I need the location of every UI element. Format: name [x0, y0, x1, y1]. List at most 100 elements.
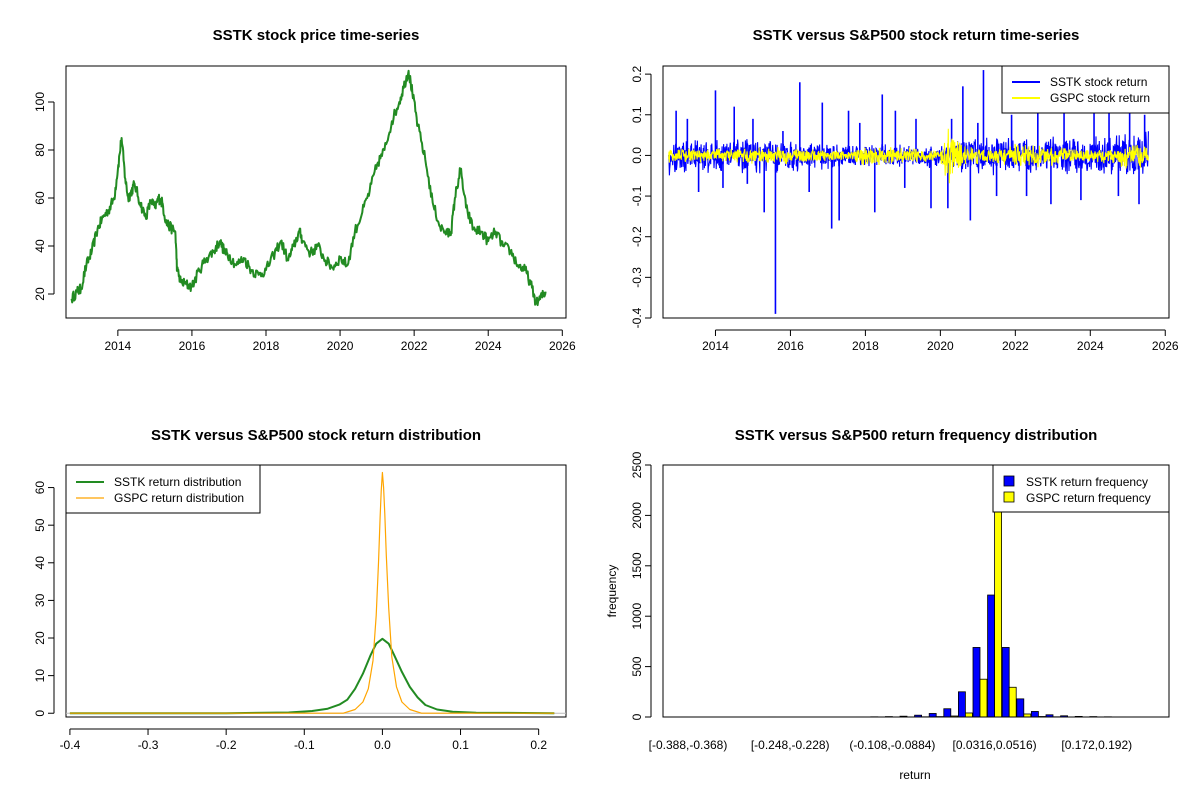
sstk-frequency-bar: [958, 691, 966, 717]
density-x-tick-label: 0.0: [374, 738, 391, 752]
sstk-density-line: [69, 637, 555, 715]
price-y-tick-label: 80: [33, 143, 47, 157]
return-timeseries-lines: [668, 70, 1149, 314]
density-y-tick-label: 50: [33, 518, 47, 532]
returns-y-tick-label: 0.2: [630, 65, 644, 82]
return-timeseries-chart: SSTK versus S&P500 stock return time-ser…: [630, 27, 1179, 353]
return-density-lines: [66, 471, 566, 715]
return-histogram-legend: SSTK return frequency GSPC return freque…: [992, 464, 1170, 513]
return-histogram-chart: SSTK versus S&P500 return frequency dist…: [605, 427, 1170, 782]
histogram-y-tick-label: 1000: [630, 603, 644, 630]
gspc-return-line: [668, 128, 1149, 184]
sstk-frequency-bar: [987, 594, 995, 717]
return-timeseries-axes: 2014 2016 2018 2020 2022 2024 2026 0.2 0.1 0.0 -0.…: [630, 65, 1179, 353]
sstk-frequency-bar: [1001, 647, 1010, 717]
gspc-frequency-bar: [950, 715, 959, 717]
price-chart-title: SSTK stock price time-series: [213, 27, 420, 44]
return-timeseries-plot-box: [662, 65, 1170, 319]
density-y-tick-label: 10: [33, 669, 47, 683]
legend-swatch-gspc-frequency: [1003, 491, 1015, 503]
histogram-x-tick-label: [0.0316,0.0516): [953, 738, 1037, 752]
histogram-y-tick-label: 2500: [630, 451, 644, 478]
density-x-tick-label: -0.2: [216, 738, 237, 752]
gspc-frequency-bar: [979, 678, 988, 717]
gspc-frequency-bar: [1023, 713, 1032, 717]
returns-x-tick-label: 2024: [1077, 339, 1104, 353]
legend-label-gspc-density: GSPC return distribution: [114, 491, 244, 505]
density-x-tick-label: -0.3: [138, 738, 159, 752]
price-chart-plot-box: [65, 65, 567, 319]
legend-label-sstk-return: SSTK stock return: [1050, 75, 1147, 89]
price-x-tick-label: 2024: [475, 339, 502, 353]
price-chart-lines: [70, 69, 547, 307]
histogram-y-tick-label: 1500: [630, 552, 644, 579]
sstk-frequency-bar: [914, 714, 922, 717]
density-y-tick-label: 0: [33, 710, 47, 717]
gspc-frequency-bar: [1008, 686, 1017, 717]
histogram-x-tick-label: [-0.388,-0.368): [649, 738, 728, 752]
density-y-tick-label: 30: [33, 593, 47, 607]
returns-x-tick-label: 2016: [777, 339, 804, 353]
return-histogram-axes: 0 500 1000 1500 2000 2500 [-0.388,-0.368) [-0.2…: [630, 451, 1132, 752]
returns-x-tick-label: 2018: [852, 339, 879, 353]
returns-y-tick-label: -0.3: [630, 267, 644, 288]
sstk-frequency-bar: [1031, 711, 1039, 717]
return-density-title: SSTK versus S&P500 stock return distribu…: [151, 427, 481, 444]
density-x-tick-label: 0.2: [530, 738, 547, 752]
price-y-tick-label: 40: [33, 239, 47, 253]
sstk-frequency-bar: [928, 713, 937, 717]
legend-label-gspc-frequency: GSPC return frequency: [1026, 491, 1151, 505]
density-x-tick-label: -0.4: [60, 738, 81, 752]
return-timeseries-title: SSTK versus S&P500 stock return time-ser…: [753, 27, 1080, 44]
density-x-tick-label: 0.1: [452, 738, 469, 752]
returns-y-tick-label: -0.2: [630, 226, 644, 247]
price-x-tick-label: 2022: [401, 339, 428, 353]
return-density-legend: SSTK return distribution GSPC return dis…: [65, 464, 261, 514]
return-density-axes: -0.4 -0.3 -0.2 -0.1 0.0 0.1 0.2 0 10 20 30 40 50 60: [33, 481, 547, 752]
return-timeseries-legend: SSTK stock return GSPC stock return: [1001, 65, 1170, 114]
sstk-frequency-bar: [1045, 714, 1054, 717]
return-histogram-ylabel: frequency: [605, 565, 619, 618]
return-histogram-xlabel: return: [899, 768, 930, 782]
return-density-plot-box: [65, 464, 567, 718]
returns-x-tick-label: 2026: [1152, 339, 1179, 353]
histogram-x-tick-label: (-0.108,-0.0884): [849, 738, 935, 752]
price-chart-axes: 2014 2016 2018 2020 2022 2024 2026 20 40 60 80 100: [33, 92, 576, 353]
sstk-frequency-bar: [1016, 698, 1025, 717]
legend-swatch-sstk-frequency: [1003, 475, 1015, 487]
histogram-x-tick-label: [0.172,0.192): [1061, 738, 1132, 752]
return-histogram-title: SSTK versus S&P500 return frequency dist…: [735, 427, 1098, 444]
density-x-tick-label: -0.1: [294, 738, 315, 752]
legend-label-sstk-frequency: SSTK return frequency: [1026, 475, 1148, 489]
gspc-density-line: [69, 471, 555, 714]
returns-x-tick-label: 2022: [1002, 339, 1029, 353]
density-y-tick-label: 40: [33, 556, 47, 570]
price-y-tick-label: 60: [33, 191, 47, 205]
price-y-tick-label: 20: [33, 287, 47, 301]
return-timeseries-legend-box: [1001, 65, 1170, 114]
price-x-tick-label: 2020: [327, 339, 354, 353]
sstk-frequency-bar: [943, 708, 952, 717]
return-histogram-legend-box: [992, 464, 1170, 513]
sstk-frequency-bar: [972, 647, 981, 717]
legend-label-sstk-density: SSTK return distribution: [114, 475, 241, 489]
returns-y-tick-label: -0.4: [630, 307, 644, 328]
price-x-tick-label: 2016: [179, 339, 206, 353]
histogram-y-tick-label: 500: [630, 656, 644, 676]
sstk-frequency-bar: [1060, 715, 1068, 717]
returns-y-tick-label: 0.1: [630, 106, 644, 123]
histogram-y-tick-label: 2000: [630, 502, 644, 529]
gspc-frequency-bar: [965, 712, 973, 717]
price-chart: SSTK stock price time-series 2014 2016 201…: [33, 27, 576, 353]
return-density-legend-box: [65, 464, 261, 514]
gspc-frequency-bar: [994, 465, 1002, 717]
histogram-x-tick-label: [-0.248,-0.228): [751, 738, 830, 752]
legend-label-gspc-return: GSPC stock return: [1050, 91, 1150, 105]
returns-y-tick-label: 0.0: [630, 147, 644, 164]
price-x-tick-label: 2018: [253, 339, 280, 353]
histogram-y-tick-label: 0: [630, 713, 644, 720]
price-x-tick-label: 2014: [105, 339, 132, 353]
return-density-chart: SSTK versus S&P500 stock return distribu…: [33, 427, 567, 752]
returns-x-tick-label: 2020: [927, 339, 954, 353]
